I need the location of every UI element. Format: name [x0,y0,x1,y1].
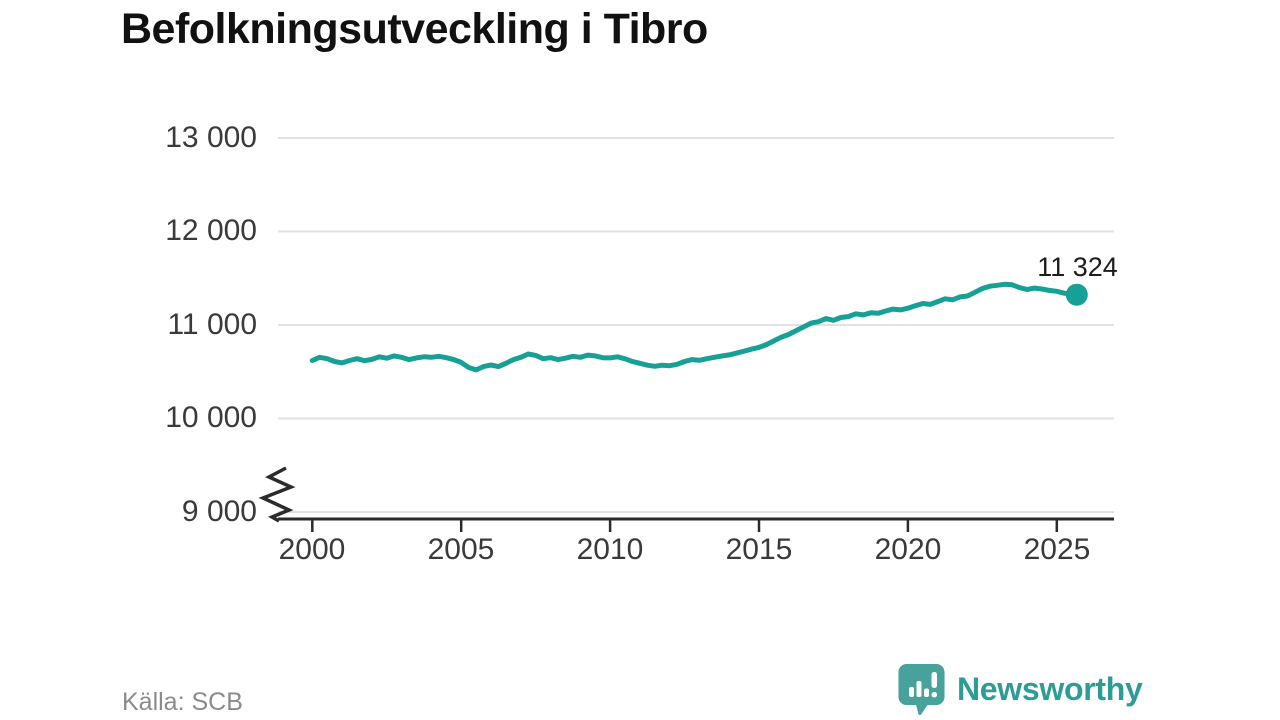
y-tick-label: 12 000 [165,214,257,247]
source-caption: Källa: SCB [122,688,243,716]
x-tick-label: 2025 [1023,533,1091,566]
end-value-label: 11 324 [1037,252,1118,282]
newsworthy-chart-bubble-icon [898,664,945,715]
x-tick-label: 2010 [576,533,644,566]
y-tick-label: 9 000 [181,495,257,528]
x-tick-label: 2000 [278,533,346,566]
newsworthy-wordmark: Newsworthy [957,670,1143,707]
y-tick-label: 10 000 [165,401,257,434]
x-tick-label: 2020 [874,533,942,566]
x-tick-label: 2015 [725,533,793,566]
newsworthy-logo: Newsworthy [897,663,1143,715]
y-tick-label: 13 000 [165,121,257,154]
chart-title: Befolkningsutveckling i Tibro [121,5,708,53]
y-tick-label: 11 000 [167,308,257,341]
x-tick-label: 2005 [427,533,495,566]
